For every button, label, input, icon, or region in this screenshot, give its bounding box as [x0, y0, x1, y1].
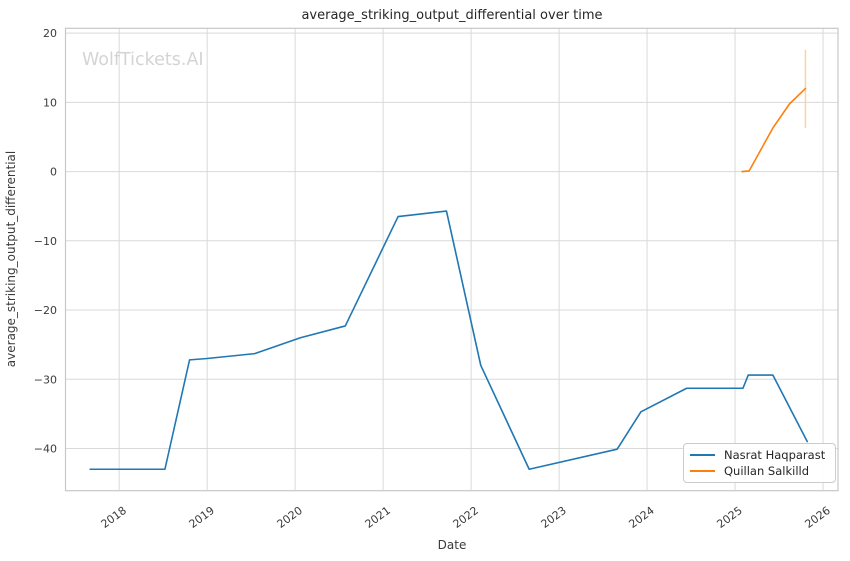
x-tick-label: 2025 [715, 504, 745, 531]
y-tick-label: −30 [34, 373, 57, 386]
x-tick-label: 2023 [539, 504, 569, 531]
y-tick-label: 10 [43, 96, 57, 109]
watermark: WolfTickets.AI [82, 50, 204, 70]
legend-label: Quillan Salkilld [724, 464, 810, 479]
series-line-nasrat-haqparast [89, 210, 809, 471]
legend-item-nasrat-haqparast: Nasrat Haqparast [690, 448, 829, 462]
x-tick-label: 2020 [275, 504, 305, 531]
chart-title: average_striking_output_differential ove… [301, 8, 602, 23]
y-tick-label: −20 [34, 304, 57, 317]
y-tick-label: −10 [34, 235, 57, 248]
x-tick-label: 2024 [627, 504, 657, 531]
x-tick-label: 2022 [451, 504, 481, 531]
legend-label: Nasrat Haqparast [724, 447, 826, 462]
series-layer [89, 49, 809, 471]
y-tick-label: −40 [34, 442, 57, 455]
legend: Nasrat Haqparast Quillan Salkilld [683, 443, 836, 483]
x-tick-label: 2018 [99, 504, 129, 531]
x-axis-label: Date [438, 538, 467, 552]
legend-line-swatch [690, 453, 715, 456]
legend-item-quillan-salkilld: Quillan Salkilld [690, 464, 829, 478]
plot-border [64, 27, 839, 492]
grid-layer [65, 28, 838, 491]
y-tick-label: 0 [50, 166, 57, 179]
series-line-quillan-salkilld [741, 87, 807, 173]
tick-layer: 2018 2019 2020 2021 2022 2023 2024 2025 2026 20 10… [34, 27, 833, 531]
y-tick-label: 20 [43, 27, 57, 40]
x-tick-label: 2019 [187, 504, 217, 531]
x-tick-label: 2021 [363, 504, 393, 531]
x-tick-label: 2026 [803, 504, 833, 531]
y-axis-label: average_striking_output_differential [4, 151, 18, 367]
legend-line-swatch [690, 470, 715, 473]
